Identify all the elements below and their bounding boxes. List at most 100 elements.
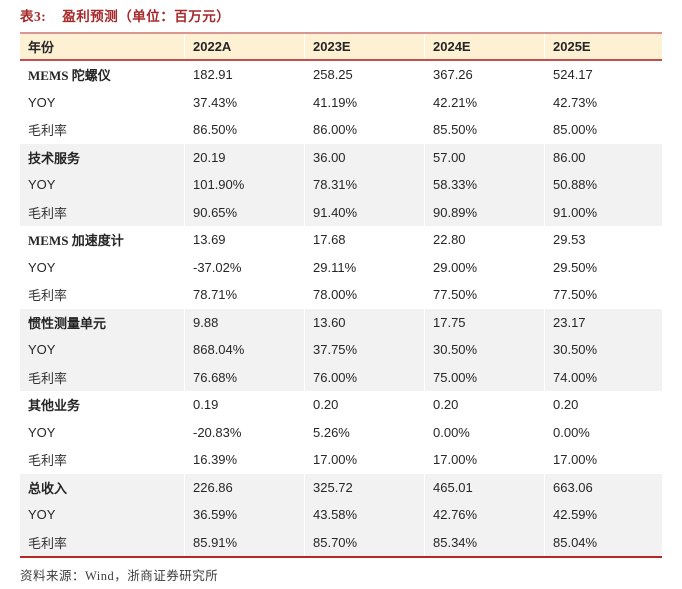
column-header-2023e: 2023E	[304, 34, 424, 59]
row-label: YOY	[28, 259, 56, 275]
cell-value: 17.00%	[544, 446, 662, 474]
table-row: 毛利率 16.39% 17.00% 17.00% 17.00%	[20, 446, 662, 474]
cell-value: 58.33%	[424, 171, 544, 199]
cell-value: 85.70%	[304, 528, 424, 556]
table-title: 表3: 盈利预测（单位：百万元）	[20, 8, 662, 25]
table-row: MEMS 陀螺仪 182.91 258.25 367.26 524.17	[20, 61, 662, 89]
cell-value: 0.20	[304, 391, 424, 419]
table-row: 毛利率 86.50% 86.00% 85.50% 85.00%	[20, 116, 662, 144]
row-label: 毛利率	[28, 205, 68, 221]
cell-value: 36.00	[304, 143, 424, 171]
table-row: MEMS 加速度计 13.69 17.68 22.80 29.53	[20, 226, 662, 254]
row-label: MEMS 陀螺仪	[28, 68, 111, 84]
row-label: 技术服务	[28, 150, 81, 166]
cell-value: 101.90%	[184, 171, 304, 199]
row-label: 毛利率	[28, 123, 68, 139]
cell-value: 182.91	[184, 61, 304, 89]
table-row: 毛利率 85.91% 85.70% 85.34% 85.04%	[20, 528, 662, 556]
row-label: 毛利率	[28, 288, 68, 304]
cell-value: 77.50%	[424, 281, 544, 309]
cell-value: 37.75%	[304, 336, 424, 364]
cell-value: 29.00%	[424, 253, 544, 281]
cell-value: 41.19%	[304, 88, 424, 116]
cell-value: 77.50%	[544, 281, 662, 309]
cell-value: 42.76%	[424, 501, 544, 529]
cell-value: 74.00%	[544, 363, 662, 391]
cell-value: 13.60	[304, 308, 424, 336]
cell-value: 43.58%	[304, 501, 424, 529]
table-row: YOY 101.90% 78.31% 58.33% 50.88%	[20, 171, 662, 199]
table-row: 总收入 226.86 325.72 465.01 663.06	[20, 473, 662, 501]
cell-value: 85.50%	[424, 116, 544, 144]
cell-value: 91.40%	[304, 198, 424, 226]
row-label: YOY	[28, 424, 56, 440]
cell-value: 0.00%	[544, 418, 662, 446]
table-row: YOY -20.83% 5.26% 0.00% 0.00%	[20, 418, 662, 446]
table-title-text: 盈利预测（单位：百万元）	[62, 9, 231, 24]
cell-value: 76.68%	[184, 363, 304, 391]
cell-value: 226.86	[184, 473, 304, 501]
cell-value: 17.00%	[304, 446, 424, 474]
cell-value: 0.20	[544, 391, 662, 419]
cell-value: 367.26	[424, 61, 544, 89]
cell-value: 17.68	[304, 226, 424, 254]
cell-value: 663.06	[544, 473, 662, 501]
table-row: YOY 37.43% 41.19% 42.21% 42.73%	[20, 88, 662, 116]
cell-value: 50.88%	[544, 171, 662, 199]
table-row: 惯性测量单元 9.88 13.60 17.75 23.17	[20, 308, 662, 336]
cell-value: 78.31%	[304, 171, 424, 199]
table-body: MEMS 陀螺仪 182.91 258.25 367.26 524.17 YOY 37.43…	[20, 61, 662, 558]
row-label: 其他业务	[28, 398, 81, 414]
table-row: YOY 868.04% 37.75% 30.50% 30.50%	[20, 336, 662, 364]
cell-value: 0.20	[424, 391, 544, 419]
cell-value: 9.88	[184, 308, 304, 336]
table-row: YOY 36.59% 43.58% 42.76% 42.59%	[20, 501, 662, 529]
cell-value: 17.75	[424, 308, 544, 336]
cell-value: 57.00	[424, 143, 544, 171]
cell-value: 37.43%	[184, 88, 304, 116]
cell-value: -37.02%	[184, 253, 304, 281]
table-number-tag: 表3:	[20, 9, 47, 24]
row-label: YOY	[28, 177, 56, 193]
cell-value: 29.11%	[304, 253, 424, 281]
row-label: 毛利率	[28, 535, 68, 551]
cell-value: 42.59%	[544, 501, 662, 529]
profit-forecast-table: 年份 2022A 2023E 2024E 2025E MEMS 陀螺仪 182.9…	[20, 32, 662, 558]
cell-value: 86.00%	[304, 116, 424, 144]
cell-value: 30.50%	[424, 336, 544, 364]
table-header-row: 年份 2022A 2023E 2024E 2025E	[20, 32, 662, 61]
table-row: 毛利率 78.71% 78.00% 77.50% 77.50%	[20, 281, 662, 309]
cell-value: 30.50%	[544, 336, 662, 364]
cell-value: 91.00%	[544, 198, 662, 226]
cell-value: 42.21%	[424, 88, 544, 116]
cell-value: 0.19	[184, 391, 304, 419]
table-row: 毛利率 76.68% 76.00% 75.00% 74.00%	[20, 363, 662, 391]
cell-value: 465.01	[424, 473, 544, 501]
row-label: 惯性测量单元	[28, 315, 107, 331]
cell-value: 78.71%	[184, 281, 304, 309]
cell-value: 36.59%	[184, 501, 304, 529]
cell-value: 29.50%	[544, 253, 662, 281]
cell-value: 86.50%	[184, 116, 304, 144]
cell-value: 86.00	[544, 143, 662, 171]
cell-value: 42.73%	[544, 88, 662, 116]
cell-value: 85.91%	[184, 528, 304, 556]
cell-value: 85.34%	[424, 528, 544, 556]
row-label: MEMS 加速度计	[28, 233, 124, 249]
table-row: 技术服务 20.19 36.00 57.00 86.00	[20, 143, 662, 171]
cell-value: 22.80	[424, 226, 544, 254]
cell-value: 76.00%	[304, 363, 424, 391]
cell-value: 258.25	[304, 61, 424, 89]
cell-value: 17.00%	[424, 446, 544, 474]
cell-value: 5.26%	[304, 418, 424, 446]
cell-value: 868.04%	[184, 336, 304, 364]
column-header-year: 年份	[28, 40, 55, 55]
row-label: YOY	[28, 507, 56, 523]
row-label: 总收入	[28, 480, 68, 496]
data-source-note: 资料来源：Wind，浙商证券研究所	[20, 569, 219, 583]
row-label: 毛利率	[28, 370, 68, 386]
row-label: 毛利率	[28, 453, 68, 469]
cell-value: 85.04%	[544, 528, 662, 556]
cell-value: 20.19	[184, 143, 304, 171]
